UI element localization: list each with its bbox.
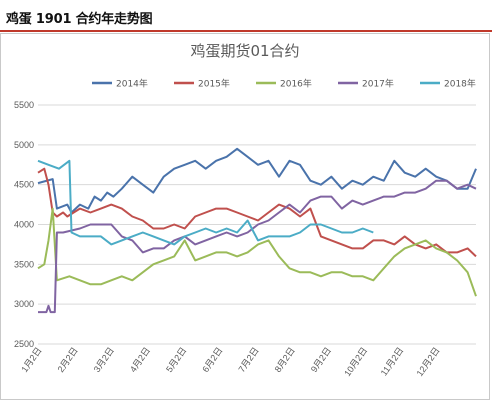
chart-legend: 2014年 2015年 2016年 2017年 2018年 [92, 78, 476, 90]
legend-label: 2015年 [198, 78, 230, 90]
x-tick: 3月2日 [92, 345, 116, 374]
series-lines [37, 147, 477, 314]
x-tick: 8月2日 [273, 345, 297, 374]
y-tick-label: 3500 [14, 259, 34, 269]
x-tick-label: 11月2日 [379, 345, 406, 377]
x-tick-label: 6月2日 [200, 345, 224, 374]
x-tick: 1月2日 [19, 345, 43, 374]
page-title: 鸡蛋 1901 合约年走势图 [6, 12, 153, 27]
x-tick-label: 1月2日 [19, 345, 43, 374]
legend-label: 2016年 [280, 78, 312, 90]
y-tick-label: 4000 [14, 220, 34, 230]
x-axis: 1月2日 2月2日 3月2日 4月2日 5月2日 6月2日 7月2日 8月2日 9月2日 10月2… [19, 345, 441, 378]
x-tick: 10月2日 [342, 345, 369, 378]
series-line-2015年 [37, 167, 477, 258]
x-tick: 12月2日 [415, 345, 442, 378]
y-tick-label: 2500 [14, 339, 34, 349]
series-line-2016年 [37, 207, 477, 297]
x-tick-label: 7月2日 [236, 345, 260, 374]
chart: 鸡蛋期货01合约 2014年 2015年 2016年 2017年 2018年 2500 3… [14, 42, 477, 378]
x-tick: 11月2日 [379, 345, 406, 377]
y-tick-label: 5000 [14, 140, 34, 150]
x-tick: 7月2日 [236, 345, 260, 374]
x-tick-label: 2月2日 [56, 345, 80, 374]
x-tick-label: 3月2日 [92, 345, 116, 374]
x-tick-label: 12月2日 [415, 345, 442, 378]
x-tick-label: 10月2日 [342, 345, 369, 378]
series-line-2014年 [37, 147, 477, 214]
legend-label: 2014年 [116, 78, 148, 90]
title-divider [0, 30, 492, 32]
x-tick-label: 9月2日 [309, 345, 333, 374]
series-line-2018年 [37, 159, 374, 246]
legend-label: 2017年 [362, 78, 394, 90]
legend-label: 2018年 [444, 78, 476, 90]
chart-title: 鸡蛋期货01合约 [190, 42, 299, 60]
y-tick-label: 5500 [14, 100, 34, 110]
x-tick-label: 4月2日 [128, 345, 152, 374]
x-tick-label: 8月2日 [273, 345, 297, 374]
y-axis: 2500 3000 3500 4000 4500 5000 5500 [14, 100, 34, 349]
x-tick: 2月2日 [56, 345, 80, 374]
y-tick-label: 4500 [14, 180, 34, 190]
x-tick-label: 5月2日 [164, 345, 188, 374]
y-tick-label: 3000 [14, 299, 34, 309]
x-tick: 5月2日 [164, 345, 188, 374]
x-tick: 6月2日 [200, 345, 224, 374]
x-tick: 9月2日 [309, 345, 333, 374]
series-line-2017年 [38, 179, 477, 314]
x-tick: 4月2日 [128, 345, 152, 374]
